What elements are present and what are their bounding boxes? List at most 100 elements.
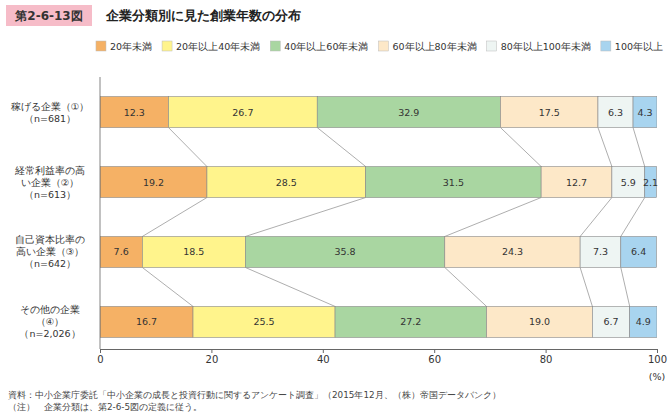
data-label: 19.0 bbox=[529, 316, 550, 327]
tick-label: 80 bbox=[540, 354, 553, 365]
bar-segment bbox=[100, 236, 142, 267]
connector bbox=[598, 128, 612, 167]
connector bbox=[142, 267, 193, 306]
bar-segment bbox=[633, 97, 657, 128]
tick-label: 60 bbox=[428, 354, 441, 365]
category-label-line: 経常利益率の高 bbox=[14, 165, 85, 176]
category-label: その他の企業（④）（n=2,026） bbox=[19, 304, 80, 339]
tick: 40 bbox=[317, 349, 330, 365]
bar-segment bbox=[366, 167, 541, 198]
connector bbox=[633, 128, 645, 167]
connectors bbox=[142, 128, 644, 307]
data-label: 4.3 bbox=[637, 107, 652, 118]
legend-label: 40年以上60年未満 bbox=[284, 41, 368, 52]
legend-label: 100年以上 bbox=[615, 41, 663, 52]
tick-label: 0 bbox=[97, 354, 103, 365]
category-labels: 稼げる企業（①）（n=681） 経常利益率の高い企業（②）（n=613） 自己資本比… bbox=[11, 101, 90, 340]
tick-mark bbox=[100, 349, 101, 353]
legend-item: 20年未満 bbox=[96, 41, 152, 52]
legend-swatch bbox=[162, 41, 172, 51]
category-label: 経常利益率の高い企業（②）（n=613） bbox=[14, 165, 85, 200]
connector bbox=[445, 267, 487, 306]
bar-segment bbox=[445, 236, 580, 267]
tick-label: 20 bbox=[206, 354, 219, 365]
legend: 20年未満20年以上40年未満40年以上60年未満60年以上80年未満80年以上… bbox=[96, 41, 663, 52]
data-label: 12.7 bbox=[566, 177, 587, 188]
bar-segment bbox=[100, 306, 193, 337]
tick-mark bbox=[211, 349, 212, 353]
plot-area bbox=[100, 97, 657, 338]
data-label: 7.6 bbox=[114, 246, 129, 257]
data-label: 28.5 bbox=[276, 177, 297, 188]
category-label-line: （④） bbox=[36, 316, 65, 327]
figure-label: 第2-6-13図 bbox=[14, 9, 82, 23]
tick-mark bbox=[323, 349, 324, 353]
bar-segment bbox=[100, 97, 169, 128]
category-label: 自己資本比率の高い企業（③）（n=642） bbox=[15, 234, 85, 269]
bar-segment bbox=[621, 236, 657, 267]
data-label: 25.5 bbox=[253, 316, 274, 327]
connector bbox=[445, 198, 541, 237]
bar-segment bbox=[612, 167, 645, 198]
category-label-line: い企業（②） bbox=[21, 177, 80, 188]
data-label: 6.7 bbox=[603, 316, 618, 327]
category-label-line: （n=2,026） bbox=[19, 328, 80, 339]
bar-segment bbox=[193, 306, 335, 337]
tick-label: 40 bbox=[317, 354, 330, 365]
title: 企業分類別に見た創業年数の分布 bbox=[105, 8, 301, 23]
bar-segment bbox=[630, 306, 657, 337]
data-label: 2.1 bbox=[643, 177, 658, 188]
data-label: 26.7 bbox=[232, 107, 253, 118]
bar-segment bbox=[598, 97, 633, 128]
category-label-line: 稼げる企業（①） bbox=[11, 101, 90, 112]
tick: 60 bbox=[428, 349, 441, 365]
connector bbox=[142, 198, 207, 237]
connector bbox=[245, 267, 335, 306]
data-label: 5.9 bbox=[621, 177, 636, 188]
axis-line bbox=[101, 350, 658, 354]
data-labels: 12.319.27.616.726.728.518.525.532.931.53… bbox=[114, 107, 659, 328]
connector bbox=[245, 198, 365, 237]
legend-swatch bbox=[96, 41, 106, 51]
legend-swatch bbox=[487, 41, 497, 51]
legend-swatch bbox=[601, 41, 611, 51]
bar-segment bbox=[207, 167, 366, 198]
data-label: 31.5 bbox=[443, 177, 464, 188]
x-axis: 020406080100 bbox=[97, 349, 667, 365]
tick-mark bbox=[657, 349, 658, 353]
legend-label: 60年以上80年未満 bbox=[392, 41, 476, 52]
series bbox=[580, 97, 645, 338]
bar-segment bbox=[541, 167, 612, 198]
data-label: 24.3 bbox=[502, 246, 523, 257]
data-label: 6.3 bbox=[608, 107, 623, 118]
tick-mark bbox=[546, 349, 547, 353]
data-label: 4.9 bbox=[636, 316, 651, 327]
figure-badge bbox=[6, 5, 92, 26]
legend-item: 20年以上40年未満 bbox=[162, 41, 260, 52]
series bbox=[100, 97, 207, 338]
series bbox=[142, 97, 365, 338]
note: 資料：中小企業庁委託「中小企業の成長と投資行動に関するアンケート調査」（2015… bbox=[8, 390, 501, 400]
notes: 資料：中小企業庁委託「中小企業の成長と投資行動に関するアンケート調査」（2015… bbox=[8, 390, 501, 412]
legend-item: 60年以上80年未満 bbox=[378, 41, 476, 52]
legend-label: 20年以上40年未満 bbox=[176, 41, 260, 52]
bar-segment bbox=[142, 236, 245, 267]
data-label: 12.3 bbox=[124, 107, 145, 118]
category-label: 稼げる企業（①）（n=681） bbox=[11, 101, 90, 124]
data-label: 18.5 bbox=[183, 246, 204, 257]
connector bbox=[580, 267, 592, 306]
tick: 20 bbox=[206, 349, 219, 365]
bar-segment bbox=[245, 236, 444, 267]
data-label: 35.8 bbox=[335, 246, 356, 257]
bar-segment bbox=[500, 97, 597, 128]
connector bbox=[580, 198, 612, 237]
chart: 第2-6-13図 企業分類別に見た創業年数の分布 20年未満 20年以上40年未満 40… bbox=[0, 0, 669, 416]
x-axis-label: (%) bbox=[649, 371, 665, 382]
bar-segment bbox=[335, 306, 487, 337]
connector bbox=[317, 128, 365, 167]
series bbox=[621, 97, 657, 338]
bar-segment bbox=[592, 306, 629, 337]
legend-item: 40年以上60年未満 bbox=[270, 41, 368, 52]
bar-segment bbox=[169, 97, 318, 128]
category-label-line: （n=642） bbox=[24, 258, 76, 269]
